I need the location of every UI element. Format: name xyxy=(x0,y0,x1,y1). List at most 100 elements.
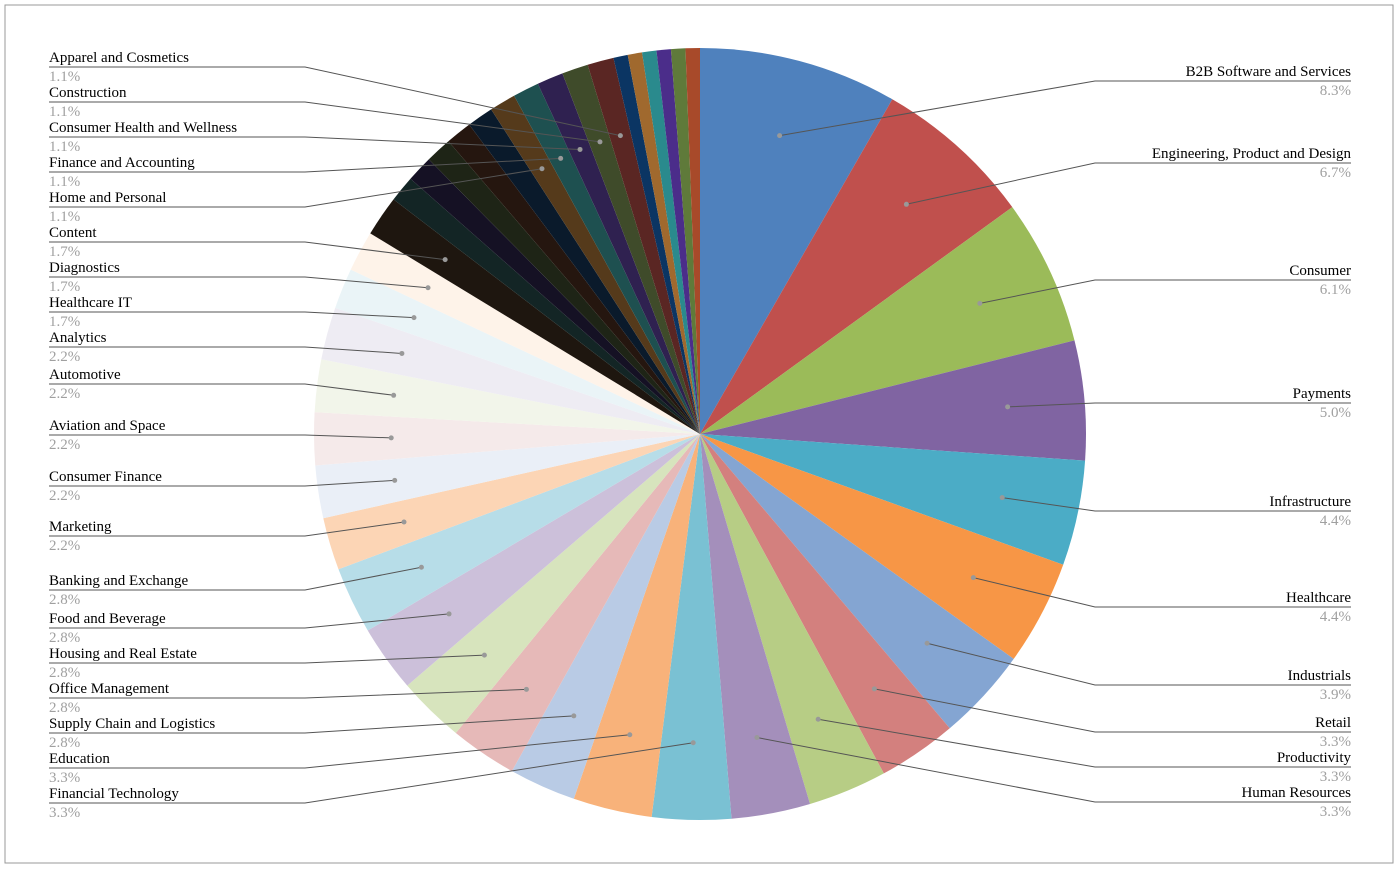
leader-line xyxy=(49,715,574,734)
pie-slice xyxy=(338,434,700,631)
slice-label: Consumer Health and Wellness xyxy=(49,120,237,136)
pie-slice xyxy=(370,199,700,434)
leader-dot xyxy=(425,285,431,291)
leader-dot xyxy=(577,146,583,152)
slice-value-label: 8.3% xyxy=(1320,83,1351,99)
leader-line xyxy=(49,241,446,261)
pie-slice xyxy=(491,95,700,435)
slice-label: Food and Beverage xyxy=(49,611,166,627)
pie-slice xyxy=(700,48,893,434)
leader-dot xyxy=(754,735,760,741)
leader-line xyxy=(49,734,630,769)
leader-dot xyxy=(777,133,783,139)
slice-value-label: 4.4% xyxy=(1320,513,1351,529)
leader-dot xyxy=(418,564,424,570)
leader-dot xyxy=(411,315,417,321)
leader-dot xyxy=(903,201,909,207)
leader-dot xyxy=(481,652,487,658)
pie-slice xyxy=(350,233,700,434)
pie-slice xyxy=(428,141,700,435)
leader-line xyxy=(49,566,422,591)
slice-value-label: 4.4% xyxy=(1320,609,1351,625)
slice-label: Housing and Real Estate xyxy=(49,646,197,662)
slice-value-label: 3.3% xyxy=(1320,804,1351,820)
leader-dot xyxy=(392,477,398,483)
pie-slice xyxy=(393,178,700,434)
slice-label: Diagnostics xyxy=(49,260,120,276)
slice-value-label: 2.2% xyxy=(49,349,80,365)
leader-dot xyxy=(399,350,405,356)
leader-dot xyxy=(539,166,545,172)
slice-label: Financial Technology xyxy=(49,786,179,802)
pie-slice xyxy=(670,48,700,435)
slice-value-label: 1.7% xyxy=(49,314,80,330)
slice-value-label: 2.8% xyxy=(49,592,80,608)
pie-slice xyxy=(469,109,700,435)
slice-value-label: 2.2% xyxy=(49,488,80,504)
pie-slice xyxy=(514,83,700,435)
slice-value-label: 3.3% xyxy=(1320,734,1351,750)
slice-value-label: 3.3% xyxy=(1320,769,1351,785)
slice-label: Apparel and Cosmetics xyxy=(49,50,189,66)
pie-slice xyxy=(573,434,700,817)
pie-slice xyxy=(335,269,700,434)
pie-slice xyxy=(587,57,700,434)
leader-dot xyxy=(442,257,448,263)
leader-line xyxy=(49,157,561,173)
leader-line xyxy=(49,346,402,354)
pie-slice xyxy=(700,207,1075,434)
leader-line xyxy=(49,311,414,319)
slice-value-label: 1.7% xyxy=(49,244,80,260)
pie-slice xyxy=(613,54,700,434)
pie-slice xyxy=(511,434,700,799)
slice-label: Aviation and Space xyxy=(49,418,166,434)
leader-dot xyxy=(391,392,397,398)
slice-label: Content xyxy=(49,225,97,241)
pie-slice xyxy=(315,434,700,519)
leader-line xyxy=(818,718,1351,768)
pie-slice xyxy=(367,434,700,686)
pie-slice xyxy=(321,307,700,434)
pie-slice xyxy=(323,434,700,570)
leader-line xyxy=(49,613,450,629)
leader-line xyxy=(49,521,405,537)
slice-value-label: 3.3% xyxy=(49,770,80,786)
pie-slice xyxy=(410,159,700,434)
leader-line xyxy=(49,434,392,439)
pie-slice xyxy=(627,52,700,434)
slice-label: Industrials xyxy=(1288,668,1351,684)
slice-value-label: 2.2% xyxy=(49,386,80,402)
slice-label: Consumer Finance xyxy=(49,469,162,485)
leader-line xyxy=(49,136,581,150)
slice-value-label: 1.1% xyxy=(49,209,80,225)
leader-dot xyxy=(1005,404,1011,410)
leader-dot xyxy=(388,435,394,441)
pie-slice xyxy=(700,434,1086,565)
leader-line xyxy=(973,577,1351,608)
leader-dot xyxy=(690,740,696,746)
slice-value-label: 6.1% xyxy=(1320,282,1351,298)
pie-slice xyxy=(448,124,700,434)
slice-label: Banking and Exchange xyxy=(49,573,188,589)
slice-label: Automotive xyxy=(49,367,121,383)
leader-line xyxy=(49,654,485,664)
slice-value-label: 6.7% xyxy=(1320,165,1351,181)
leader-line xyxy=(49,742,694,804)
leader-line xyxy=(1007,402,1351,408)
slice-label: Payments xyxy=(1293,386,1351,402)
pie-slice xyxy=(700,434,1014,729)
leader-line xyxy=(49,276,429,289)
leader-dot xyxy=(871,686,877,692)
pie-slice xyxy=(314,412,700,466)
pie-slice xyxy=(700,434,884,804)
slice-label: Home and Personal xyxy=(49,190,166,206)
leader-dot xyxy=(523,686,529,692)
pie-slice xyxy=(314,359,700,434)
pie-slice xyxy=(407,434,700,733)
leader-dot xyxy=(924,640,930,646)
leader-line xyxy=(49,479,395,487)
pie-slice xyxy=(700,99,1013,435)
slice-label: Infrastructure xyxy=(1269,494,1351,510)
slice-label: Finance and Accounting xyxy=(49,155,195,171)
